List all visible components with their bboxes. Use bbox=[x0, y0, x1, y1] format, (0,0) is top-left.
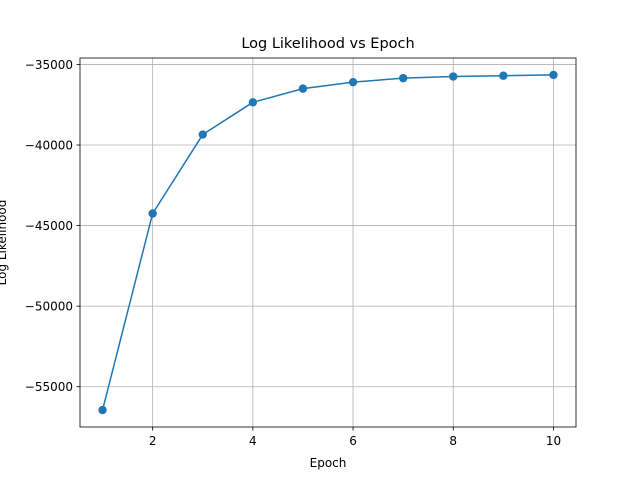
data-point bbox=[148, 209, 157, 218]
axis-ticks: 2 4 6 8 10 −55000 −50000 −45000 −40000 −35000 bbox=[25, 58, 561, 448]
chart-title: Log Likelihood vs Epoch bbox=[241, 36, 414, 52]
x-tick-label: 2 bbox=[149, 434, 157, 448]
series-layer bbox=[98, 70, 558, 415]
x-tick-label: 4 bbox=[249, 434, 257, 448]
y-tick-label: −35000 bbox=[25, 58, 73, 72]
grid-lines bbox=[80, 58, 576, 427]
data-point bbox=[298, 84, 308, 93]
data-point bbox=[198, 130, 207, 139]
data-point bbox=[449, 72, 458, 81]
y-tick-label: −55000 bbox=[25, 380, 73, 394]
x-tick-label: 10 bbox=[546, 434, 561, 448]
series-line bbox=[101, 74, 554, 411]
data-point bbox=[248, 98, 258, 107]
y-axis-label: Log Likelihood bbox=[0, 200, 9, 286]
plot-area-frame bbox=[79, 57, 577, 428]
data-point bbox=[98, 405, 107, 415]
x-axis-label: Epoch bbox=[310, 456, 347, 470]
data-point bbox=[549, 70, 558, 80]
y-tick-label: −40000 bbox=[25, 139, 73, 153]
y-tick-label: −50000 bbox=[25, 300, 73, 314]
data-point bbox=[348, 77, 358, 87]
x-tick-label: 6 bbox=[349, 434, 357, 448]
y-tick-label: −45000 bbox=[25, 219, 73, 233]
data-point bbox=[398, 73, 408, 83]
data-point bbox=[499, 71, 508, 80]
x-tick-label: 8 bbox=[449, 434, 457, 448]
